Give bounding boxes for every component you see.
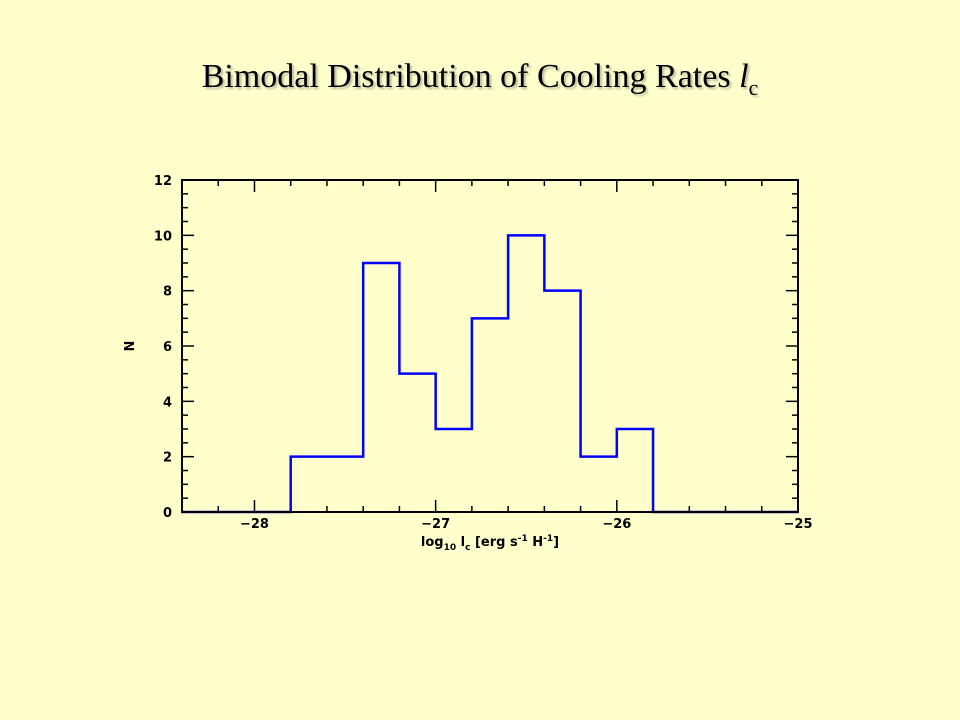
x-axis-label-part: -1: [518, 534, 528, 544]
x-axis-label-part: 10: [444, 543, 457, 553]
title-variable: l: [739, 58, 749, 95]
x-tick-labels: −28 −27 −26 −25: [240, 517, 813, 532]
x-tick-label: −26: [602, 517, 631, 532]
y-axis-label: N: [123, 341, 138, 352]
y-tick-labels: 0 2 4 6 8 10 12: [154, 174, 172, 521]
plot-frame: [181, 179, 799, 513]
x-axis-label-part: c: [465, 543, 470, 553]
title-text: Bimodal Distribution of Cooling Rates: [201, 58, 740, 95]
x-axis-label-part: l: [456, 535, 465, 550]
y-tick-label: 0: [163, 506, 172, 521]
title-subscript: c: [748, 74, 759, 100]
x-tick-label: −27: [421, 517, 450, 532]
y-tick-label: 12: [154, 174, 172, 189]
slide-title: Bimodal Distribution of Cooling Rates lc: [0, 58, 960, 101]
y-tick-label: 6: [163, 340, 172, 355]
x-tick-label: −28: [240, 517, 269, 532]
x-tick-label: −25: [784, 517, 813, 532]
tick-marks: [181, 179, 799, 513]
y-tick-label: 2: [163, 451, 172, 466]
x-axis-label-part: log: [421, 535, 444, 550]
x-axis-label-part: ]: [553, 535, 559, 550]
x-axis-label-part: -1: [543, 534, 553, 544]
x-axis-label: log10 lc [erg s-1 H-1]: [421, 534, 559, 553]
y-tick-label: 10: [154, 229, 172, 244]
x-axis-label-part: H: [528, 535, 543, 550]
y-tick-label: 8: [163, 285, 172, 300]
x-axis-label-part: [erg s: [470, 535, 518, 550]
histogram-step-line: [182, 234, 798, 514]
y-tick-label: 4: [163, 395, 172, 410]
